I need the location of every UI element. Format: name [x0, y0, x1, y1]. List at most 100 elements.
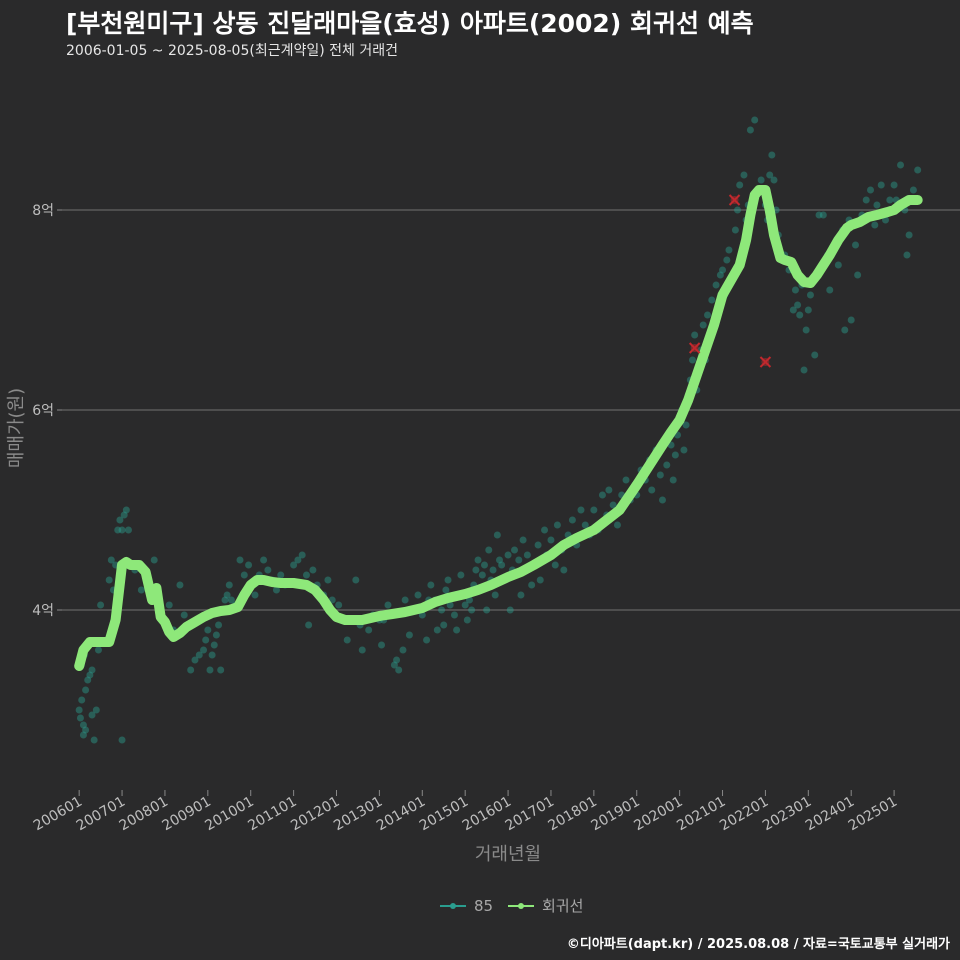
scatter-point-55 [227, 596, 235, 604]
scatter-point-130 [491, 591, 499, 599]
scatter-point-53 [223, 591, 231, 599]
scatter-point-251 [854, 271, 862, 279]
scatter-point-257 [877, 181, 885, 189]
x-tick-label-5: 201101 [245, 794, 299, 835]
scatter-point-8 [82, 726, 90, 734]
outlier-markers [688, 194, 772, 368]
scatter-point-176 [648, 486, 656, 494]
scatter-point-101 [414, 591, 422, 599]
scatter-point-205 [719, 266, 727, 274]
scatter-point-188 [682, 421, 690, 429]
scatter-point-255 [871, 221, 879, 229]
scatter-point-138 [511, 546, 519, 554]
x-tick-label-8: 201401 [374, 794, 428, 835]
scatter-point-47 [210, 641, 218, 649]
scatter-point-232 [796, 311, 804, 319]
scatter-point-196 [699, 321, 707, 329]
scatter-point-131 [493, 531, 501, 539]
scatter-point-46 [208, 651, 216, 659]
legend-dot-regression-icon [518, 903, 524, 909]
chart-subtitle: 2006-01-05 ~ 2025-08-05(최근계약일) 전체 거래건 [66, 43, 398, 59]
scatter-point-67 [277, 571, 285, 579]
scatter-point-10 [90, 736, 98, 744]
scatter-point-52 [221, 596, 229, 604]
legend[interactable]: 85 회귀선 [440, 897, 583, 915]
scatter-point-245 [834, 261, 842, 269]
scatter-point-212 [736, 181, 744, 189]
scatter-point-264 [903, 251, 911, 259]
scatter-point-110 [442, 586, 450, 594]
x-axis-label: 거래년월 [475, 844, 541, 865]
x-tick-label-6: 201201 [288, 794, 342, 835]
scatter-point-43 [202, 636, 210, 644]
scatter-point-74 [309, 566, 317, 574]
chart-title: [부천원미구] 상동 진달래마을(효성) 아파트(2002) 회귀선 예측 [66, 9, 754, 38]
regression-line [74, 185, 923, 671]
scatter-point-99 [405, 631, 413, 639]
source-footer: ©디아파트(dapt.kr) / 2025.08.08 / 자료=국토교통부 실… [566, 937, 950, 952]
scatter-point-182 [669, 476, 677, 484]
outlier-x-2 [759, 356, 772, 368]
scatter-point-96 [395, 666, 403, 674]
scatter-point-73 [305, 621, 313, 629]
scatter-point-223 [768, 151, 776, 159]
scatter-point-92 [384, 601, 392, 609]
x-tick-label-19: 202501 [846, 794, 900, 835]
scatter-point-243 [826, 286, 834, 294]
x-tick-label-17: 202301 [760, 794, 814, 835]
scatter-point-103 [423, 636, 431, 644]
scatter-point-126 [483, 606, 491, 614]
scatter-point-204 [716, 271, 724, 279]
scatter-point-249 [847, 316, 855, 324]
x-tick-label-11: 201701 [503, 794, 557, 835]
scatter-point-5 [84, 676, 92, 684]
scatter-point-97 [399, 646, 407, 654]
scatter-point-200 [708, 296, 716, 304]
scatter-point-224 [770, 176, 778, 184]
scatter-point-247 [841, 326, 849, 334]
x-tick-label-2: 200801 [117, 794, 171, 835]
scatter-point-23 [116, 516, 124, 524]
legend-item-85[interactable]: 85 [440, 897, 493, 915]
scatter-point-125 [480, 561, 488, 569]
scatter-point-187 [680, 446, 688, 454]
x-tick-label-15: 202101 [674, 794, 728, 835]
scatter-point-57 [236, 556, 244, 564]
scatter-point-39 [187, 666, 195, 674]
scatter-point-27 [124, 526, 132, 534]
scatter-point-254 [867, 186, 875, 194]
scatter-point-151 [551, 561, 559, 569]
scatter-point-1 [76, 714, 84, 722]
scatter-point-144 [528, 581, 536, 589]
scatter-point-143 [523, 551, 531, 559]
x-tick-label-4: 201001 [202, 794, 256, 835]
scatter-point-219 [757, 176, 765, 184]
scatter-point-28 [118, 736, 126, 744]
scatter-point-112 [446, 601, 454, 609]
y-tick-label-2: 8억 [32, 203, 54, 219]
scatter-point-166 [609, 501, 617, 509]
scatter-point-50 [217, 666, 225, 674]
scatter-point-2 [78, 696, 86, 704]
scatter-point-105 [427, 581, 435, 589]
scatter-point-161 [590, 506, 598, 514]
scatter-point-41 [195, 651, 203, 659]
scatter-point-135 [504, 551, 512, 559]
x-tick-label-0: 200601 [31, 794, 85, 835]
scatter-point-84 [352, 576, 360, 584]
legend-item-regression[interactable]: 회귀선 [508, 897, 583, 915]
scatter-point-140 [515, 556, 523, 564]
scatter-point-59 [245, 561, 253, 569]
scatter-point-19 [107, 556, 115, 564]
scatter-point-165 [605, 486, 613, 494]
scatter-point-147 [536, 576, 544, 584]
scatter-point-94 [390, 661, 398, 669]
scatter-point-124 [478, 571, 486, 579]
legend-label-85: 85 [474, 897, 493, 915]
scatter-point-49 [215, 621, 223, 629]
scatter-point-180 [663, 461, 671, 469]
scatter-point-35 [165, 601, 173, 609]
scatter-point-30 [137, 586, 145, 594]
scatter-point-122 [474, 556, 482, 564]
